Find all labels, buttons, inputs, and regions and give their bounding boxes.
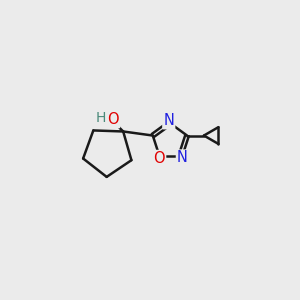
Text: H: H <box>95 111 106 125</box>
Text: O: O <box>107 112 119 127</box>
Text: O: O <box>154 151 165 166</box>
Text: N: N <box>177 151 188 166</box>
Text: N: N <box>163 113 174 128</box>
